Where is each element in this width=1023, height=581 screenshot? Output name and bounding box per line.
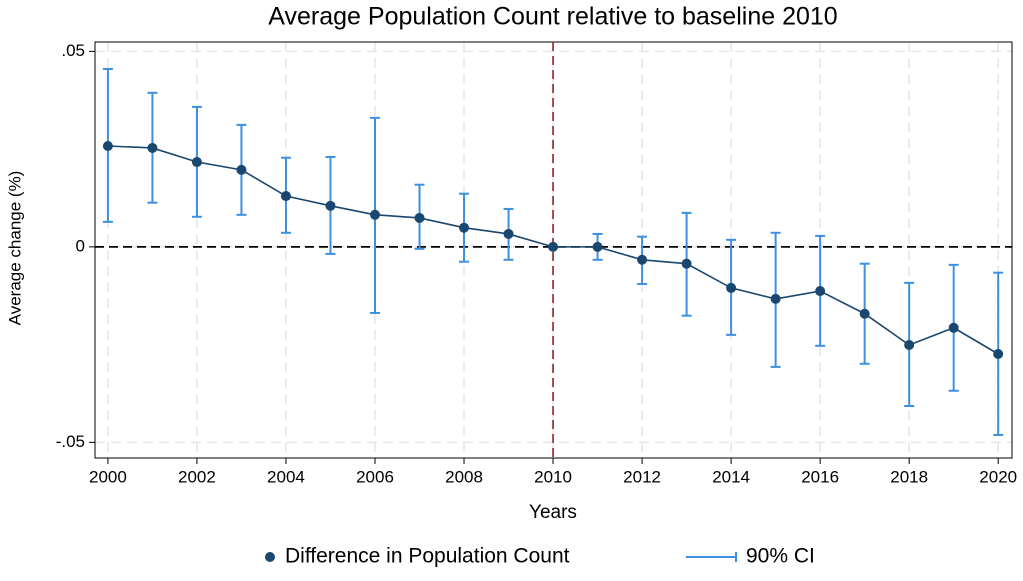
data-point bbox=[369, 209, 380, 220]
data-point bbox=[147, 142, 158, 153]
data-point bbox=[102, 141, 113, 151]
data-point bbox=[325, 200, 336, 211]
data-point bbox=[770, 293, 781, 304]
data-point bbox=[236, 164, 247, 175]
y-tick-label: 0 bbox=[76, 236, 85, 255]
x-tick-label: 2020 bbox=[979, 467, 1017, 486]
data-point bbox=[948, 322, 959, 333]
data-point bbox=[637, 254, 648, 265]
x-tick-label: 2004 bbox=[267, 467, 305, 486]
data-point bbox=[592, 241, 603, 252]
x-tick-label: 2010 bbox=[534, 467, 572, 486]
data-point bbox=[280, 191, 291, 202]
chart-title: Average Population Count relative to bas… bbox=[268, 3, 837, 31]
data-point bbox=[548, 241, 559, 252]
legend-label: Difference in Population Count bbox=[285, 545, 570, 568]
data-point bbox=[726, 282, 737, 293]
x-tick-label: 2012 bbox=[623, 467, 661, 486]
x-tick-label: 2006 bbox=[356, 467, 394, 486]
legend-marker bbox=[265, 552, 275, 562]
y-tick-label: -.05 bbox=[56, 432, 85, 451]
data-point bbox=[503, 228, 514, 239]
x-tick-label: 2016 bbox=[801, 467, 839, 486]
x-tick-label: 2018 bbox=[890, 467, 928, 486]
x-tick-label: 2002 bbox=[178, 467, 216, 486]
y-tick-label: .05 bbox=[61, 41, 85, 60]
data-point bbox=[859, 308, 870, 319]
x-tick-label: 2008 bbox=[445, 467, 483, 486]
data-point bbox=[815, 286, 826, 297]
y-axis-label: Average change (%) bbox=[5, 171, 24, 326]
x-tick-label: 2014 bbox=[712, 467, 750, 486]
data-point bbox=[459, 222, 470, 233]
x-axis-label: Years bbox=[529, 502, 577, 523]
legend-label: 90% CI bbox=[746, 545, 815, 568]
data-point bbox=[904, 340, 915, 351]
x-tick-label: 2000 bbox=[89, 467, 127, 486]
data-point bbox=[993, 349, 1004, 359]
data-point bbox=[191, 157, 202, 168]
data-point bbox=[681, 258, 692, 269]
data-point bbox=[414, 212, 425, 223]
